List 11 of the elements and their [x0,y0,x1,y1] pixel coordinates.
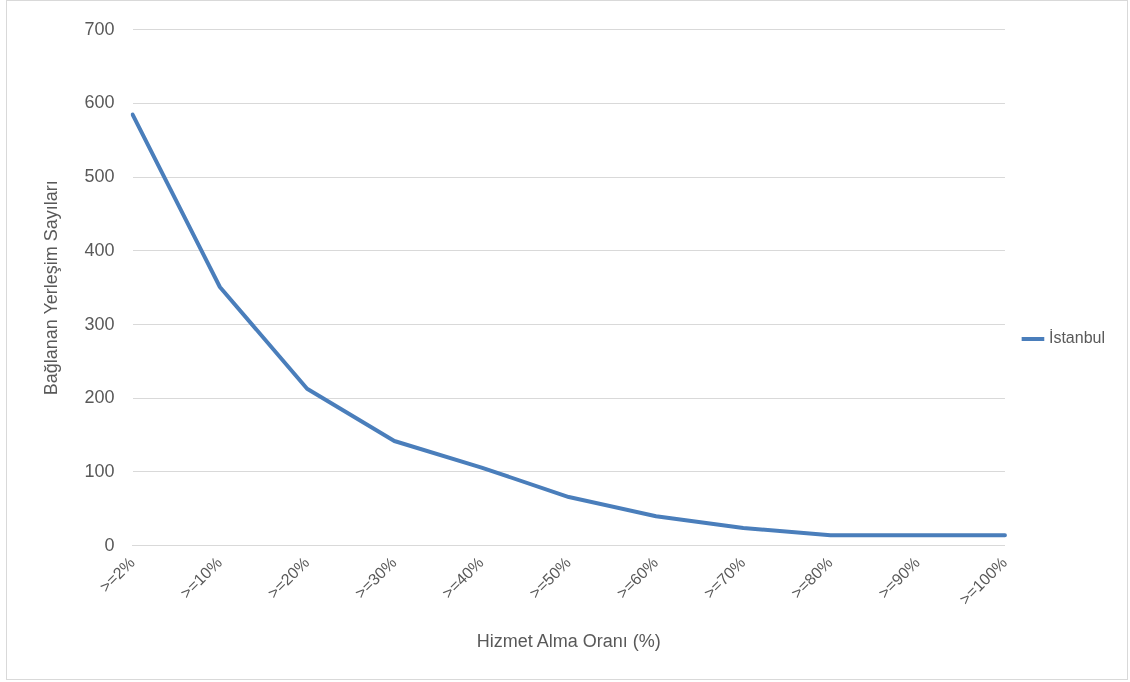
legend-label: İstanbul [1048,328,1106,347]
y-tick-label: 500 [84,166,115,187]
y-tick-label: 700 [84,18,115,39]
y-tick-label: 400 [84,239,115,260]
y-tick-label: 600 [84,92,115,113]
y-tick-label: 300 [84,313,115,334]
y-axis-title: Bağlanan Yerleşim Sayıları [40,180,61,396]
y-tick-label: 0 [104,534,115,555]
x-axis-title: Hizmet Alma Oranı (%) [476,631,661,652]
y-tick-label: 200 [84,387,115,408]
y-tick-label: 100 [84,460,115,481]
